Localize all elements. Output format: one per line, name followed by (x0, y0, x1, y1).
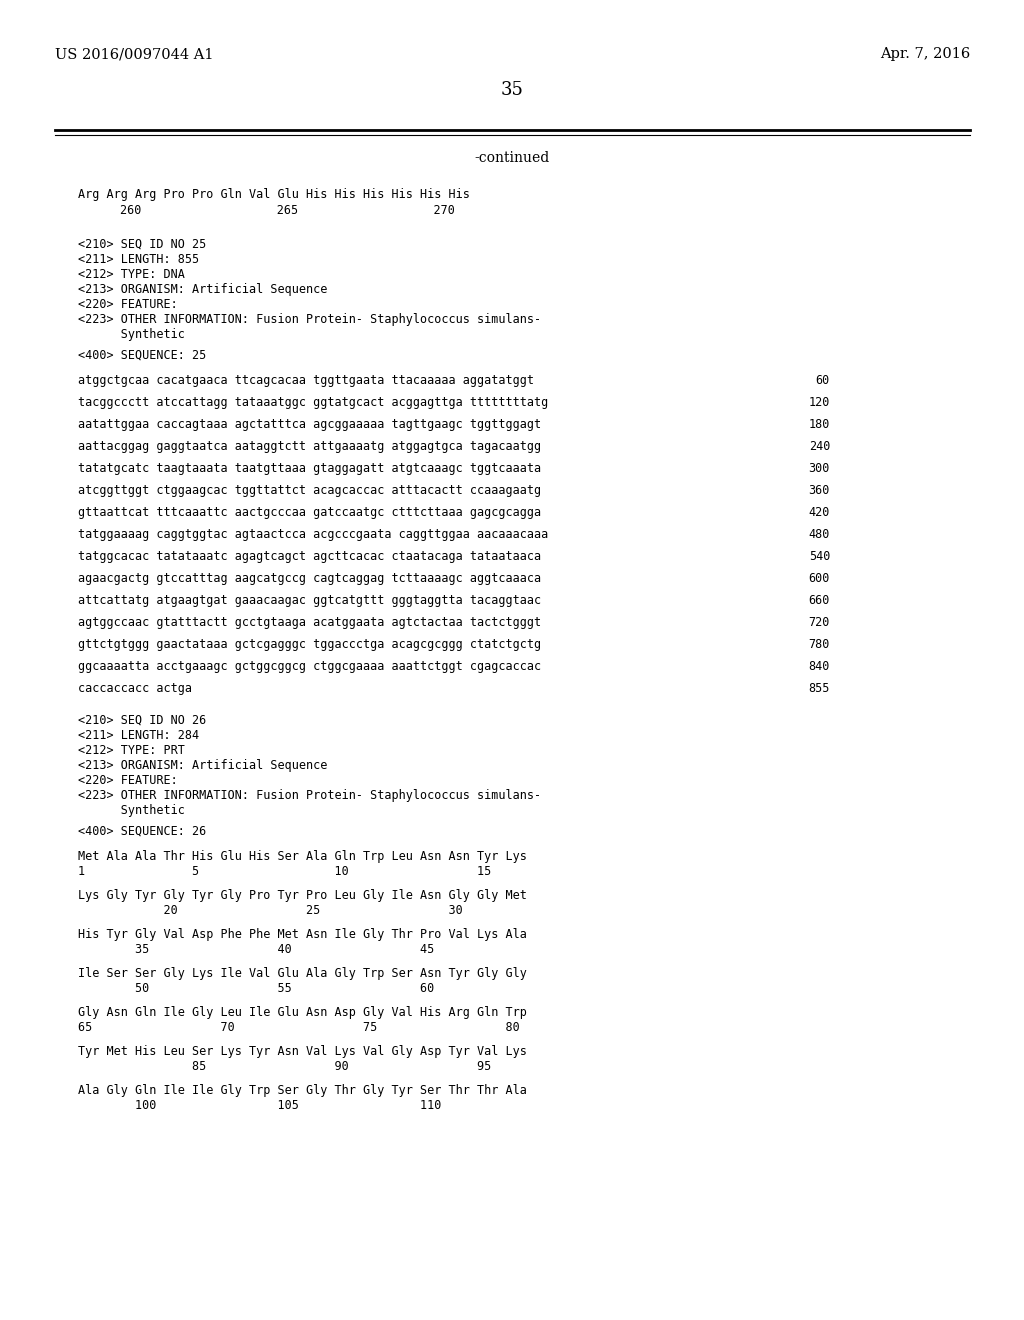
Text: atcggttggt ctggaagcac tggttattct acagcaccac atttacactt ccaaagaatg: atcggttggt ctggaagcac tggttattct acagcac… (78, 484, 541, 498)
Text: Arg Arg Arg Pro Pro Gln Val Glu His His His His His His: Arg Arg Arg Pro Pro Gln Val Glu His His … (78, 187, 470, 201)
Text: 240: 240 (809, 440, 830, 453)
Text: His Tyr Gly Val Asp Phe Phe Met Asn Ile Gly Thr Pro Val Lys Ala: His Tyr Gly Val Asp Phe Phe Met Asn Ile … (78, 928, 527, 941)
Text: 540: 540 (809, 550, 830, 564)
Text: tacggccctt atccattagg tataaatggc ggtatgcact acggagttga ttttttttatg: tacggccctt atccattagg tataaatggc ggtatgc… (78, 396, 548, 409)
Text: 660: 660 (809, 594, 830, 607)
Text: <223> OTHER INFORMATION: Fusion Protein- Staphylococcus simulans-: <223> OTHER INFORMATION: Fusion Protein-… (78, 789, 541, 803)
Text: <212> TYPE: DNA: <212> TYPE: DNA (78, 268, 185, 281)
Text: <400> SEQUENCE: 26: <400> SEQUENCE: 26 (78, 825, 206, 838)
Text: 780: 780 (809, 638, 830, 651)
Text: <213> ORGANISM: Artificial Sequence: <213> ORGANISM: Artificial Sequence (78, 759, 328, 772)
Text: 840: 840 (809, 660, 830, 673)
Text: 35: 35 (501, 81, 523, 99)
Text: agaacgactg gtccatttag aagcatgccg cagtcaggag tcttaaaagc aggtcaaaca: agaacgactg gtccatttag aagcatgccg cagtcag… (78, 572, 541, 585)
Text: caccaccacc actga: caccaccacc actga (78, 682, 193, 696)
Text: <213> ORGANISM: Artificial Sequence: <213> ORGANISM: Artificial Sequence (78, 282, 328, 296)
Text: 480: 480 (809, 528, 830, 541)
Text: Ala Gly Gln Ile Ile Gly Trp Ser Gly Thr Gly Tyr Ser Thr Thr Ala: Ala Gly Gln Ile Ile Gly Trp Ser Gly Thr … (78, 1084, 527, 1097)
Text: Gly Asn Gln Ile Gly Leu Ile Glu Asn Asp Gly Val His Arg Gln Trp: Gly Asn Gln Ile Gly Leu Ile Glu Asn Asp … (78, 1006, 527, 1019)
Text: 50                  55                  60: 50 55 60 (78, 982, 434, 995)
Text: <210> SEQ ID NO 26: <210> SEQ ID NO 26 (78, 714, 206, 727)
Text: gttaattcat tttcaaattc aactgcccaa gatccaatgc ctttcttaaa gagcgcagga: gttaattcat tttcaaattc aactgcccaa gatccaa… (78, 506, 541, 519)
Text: <220> FEATURE:: <220> FEATURE: (78, 774, 178, 787)
Text: <212> TYPE: PRT: <212> TYPE: PRT (78, 744, 185, 756)
Text: 100                 105                 110: 100 105 110 (78, 1100, 441, 1111)
Text: 420: 420 (809, 506, 830, 519)
Text: Tyr Met His Leu Ser Lys Tyr Asn Val Lys Val Gly Asp Tyr Val Lys: Tyr Met His Leu Ser Lys Tyr Asn Val Lys … (78, 1045, 527, 1059)
Text: Ile Ser Ser Gly Lys Ile Val Glu Ala Gly Trp Ser Asn Tyr Gly Gly: Ile Ser Ser Gly Lys Ile Val Glu Ala Gly … (78, 968, 527, 979)
Text: aatattggaa caccagtaaa agctatttca agcggaaaaa tagttgaagc tggttggagt: aatattggaa caccagtaaa agctatttca agcggaa… (78, 418, 541, 432)
Text: Synthetic: Synthetic (78, 327, 185, 341)
Text: ggcaaaatta acctgaaagc gctggcggcg ctggcgaaaa aaattctggt cgagcaccac: ggcaaaatta acctgaaagc gctggcggcg ctggcga… (78, 660, 541, 673)
Text: <223> OTHER INFORMATION: Fusion Protein- Staphylococcus simulans-: <223> OTHER INFORMATION: Fusion Protein-… (78, 313, 541, 326)
Text: Lys Gly Tyr Gly Tyr Gly Pro Tyr Pro Leu Gly Ile Asn Gly Gly Met: Lys Gly Tyr Gly Tyr Gly Pro Tyr Pro Leu … (78, 888, 527, 902)
Text: <220> FEATURE:: <220> FEATURE: (78, 298, 178, 312)
Text: <210> SEQ ID NO 25: <210> SEQ ID NO 25 (78, 238, 206, 251)
Text: 65                  70                  75                  80: 65 70 75 80 (78, 1020, 520, 1034)
Text: 20                  25                  30: 20 25 30 (78, 904, 463, 917)
Text: Synthetic: Synthetic (78, 804, 185, 817)
Text: 60: 60 (816, 374, 830, 387)
Text: atggctgcaa cacatgaaca ttcagcacaa tggttgaata ttacaaaaa aggatatggt: atggctgcaa cacatgaaca ttcagcacaa tggttga… (78, 374, 534, 387)
Text: -continued: -continued (474, 150, 550, 165)
Text: 35                  40                  45: 35 40 45 (78, 942, 434, 956)
Text: tatatgcatc taagtaaata taatgttaaa gtaggagatt atgtcaaagc tggtcaaata: tatatgcatc taagtaaata taatgttaaa gtaggag… (78, 462, 541, 475)
Text: 720: 720 (809, 616, 830, 630)
Text: 1               5                   10                  15: 1 5 10 15 (78, 865, 492, 878)
Text: agtggccaac gtatttactt gcctgtaaga acatggaata agtctactaa tactctgggt: agtggccaac gtatttactt gcctgtaaga acatgga… (78, 616, 541, 630)
Text: Met Ala Ala Thr His Glu His Ser Ala Gln Trp Leu Asn Asn Tyr Lys: Met Ala Ala Thr His Glu His Ser Ala Gln … (78, 850, 527, 863)
Text: 600: 600 (809, 572, 830, 585)
Text: 360: 360 (809, 484, 830, 498)
Text: 855: 855 (809, 682, 830, 696)
Text: gttctgtggg gaactataaa gctcgagggc tggaccctga acagcgcggg ctatctgctg: gttctgtggg gaactataaa gctcgagggc tggaccc… (78, 638, 541, 651)
Text: 120: 120 (809, 396, 830, 409)
Text: tatggcacac tatataaatc agagtcagct agcttcacac ctaatacaga tataataaca: tatggcacac tatataaatc agagtcagct agcttca… (78, 550, 541, 564)
Text: <400> SEQUENCE: 25: <400> SEQUENCE: 25 (78, 348, 206, 362)
Text: <211> LENGTH: 284: <211> LENGTH: 284 (78, 729, 199, 742)
Text: tatggaaaag caggtggtac agtaactcca acgcccgaata caggttggaa aacaaacaaa: tatggaaaag caggtggtac agtaactcca acgcccg… (78, 528, 548, 541)
Text: aattacggag gaggtaatca aataggtctt attgaaaatg atggagtgca tagacaatgg: aattacggag gaggtaatca aataggtctt attgaaa… (78, 440, 541, 453)
Text: 260                   265                   270: 260 265 270 (120, 205, 455, 216)
Text: US 2016/0097044 A1: US 2016/0097044 A1 (55, 48, 213, 61)
Text: Apr. 7, 2016: Apr. 7, 2016 (880, 48, 970, 61)
Text: attcattatg atgaagtgat gaaacaagac ggtcatgttt gggtaggtta tacaggtaac: attcattatg atgaagtgat gaaacaagac ggtcatg… (78, 594, 541, 607)
Text: <211> LENGTH: 855: <211> LENGTH: 855 (78, 253, 199, 267)
Text: 180: 180 (809, 418, 830, 432)
Text: 85                  90                  95: 85 90 95 (78, 1060, 492, 1073)
Text: 300: 300 (809, 462, 830, 475)
